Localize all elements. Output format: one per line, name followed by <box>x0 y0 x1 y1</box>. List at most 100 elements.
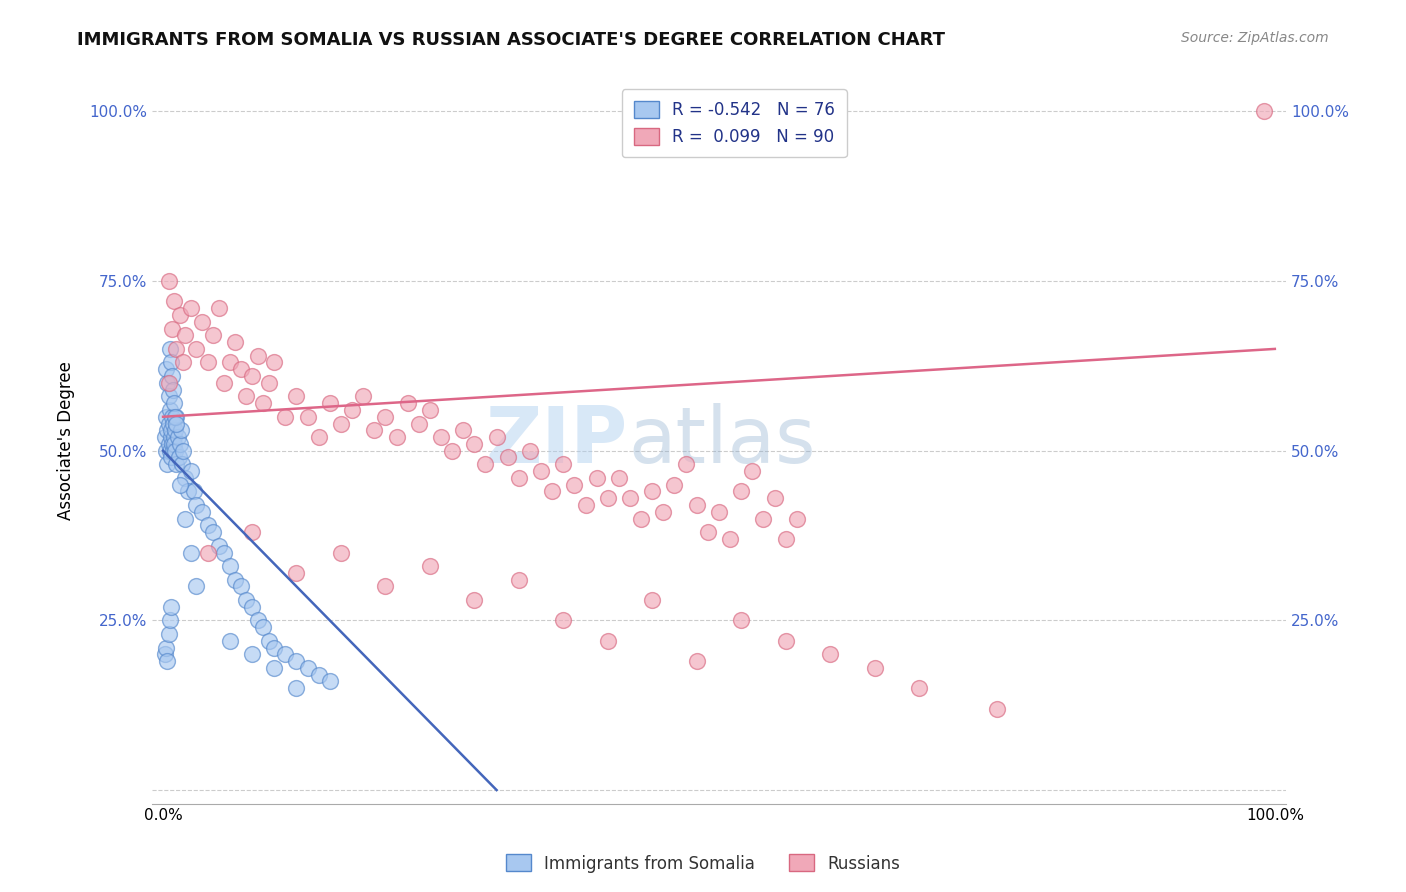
Point <box>707 505 730 519</box>
Point <box>208 301 231 316</box>
Point <box>235 593 257 607</box>
Point <box>197 518 219 533</box>
Point <box>319 674 342 689</box>
Point <box>155 648 177 662</box>
Point <box>908 681 931 696</box>
Point <box>229 362 252 376</box>
Point <box>686 498 709 512</box>
Point <box>155 430 177 444</box>
Point <box>157 437 180 451</box>
Point <box>165 457 187 471</box>
Point <box>155 362 177 376</box>
Point <box>508 573 530 587</box>
Point <box>607 471 630 485</box>
Point <box>240 369 263 384</box>
Point <box>218 633 240 648</box>
Point <box>553 457 575 471</box>
Point <box>165 443 187 458</box>
Point <box>285 654 308 668</box>
Point <box>155 443 177 458</box>
Point <box>564 477 586 491</box>
Point <box>596 633 619 648</box>
Point <box>170 423 193 437</box>
Point <box>329 417 352 431</box>
Point <box>165 409 187 424</box>
Point <box>159 443 181 458</box>
Point <box>163 437 186 451</box>
Point <box>274 648 297 662</box>
Point <box>224 335 246 350</box>
Point <box>156 423 179 437</box>
Point <box>165 409 187 424</box>
Text: ZIP: ZIP <box>486 402 628 478</box>
Point <box>208 539 231 553</box>
Point <box>159 403 181 417</box>
Point <box>285 389 308 403</box>
Point <box>451 423 474 437</box>
Point <box>191 505 214 519</box>
Point <box>574 498 596 512</box>
Point <box>212 376 235 390</box>
Point <box>419 403 441 417</box>
Point <box>160 321 183 335</box>
Point <box>160 430 183 444</box>
Point <box>619 491 641 506</box>
Point <box>385 430 408 444</box>
Point <box>986 701 1008 715</box>
Point <box>641 593 664 607</box>
Point <box>160 355 183 369</box>
Point <box>1253 104 1275 119</box>
Legend: Immigrants from Somalia, Russians: Immigrants from Somalia, Russians <box>499 847 907 880</box>
Point <box>257 633 280 648</box>
Point <box>530 464 553 478</box>
Point <box>474 457 496 471</box>
Point <box>285 681 308 696</box>
Point <box>229 579 252 593</box>
Point <box>297 409 319 424</box>
Point <box>176 484 198 499</box>
Point <box>180 464 202 478</box>
Point <box>553 613 575 627</box>
Point <box>157 376 180 390</box>
Point <box>686 654 709 668</box>
Point <box>155 640 177 655</box>
Point <box>174 511 197 525</box>
Point <box>159 342 181 356</box>
Text: IMMIGRANTS FROM SOMALIA VS RUSSIAN ASSOCIATE'S DEGREE CORRELATION CHART: IMMIGRANTS FROM SOMALIA VS RUSSIAN ASSOC… <box>77 31 945 49</box>
Point <box>675 457 697 471</box>
Point <box>585 471 607 485</box>
Point <box>157 417 180 431</box>
Point <box>157 627 180 641</box>
Point <box>174 471 197 485</box>
Point <box>374 409 396 424</box>
Point <box>212 545 235 559</box>
Point <box>263 661 285 675</box>
Point <box>160 369 183 384</box>
Point <box>419 559 441 574</box>
Point <box>156 654 179 668</box>
Point <box>163 396 186 410</box>
Point <box>340 403 363 417</box>
Point <box>319 396 342 410</box>
Point <box>441 443 464 458</box>
Point <box>183 484 205 499</box>
Point <box>167 450 190 465</box>
Point <box>508 471 530 485</box>
Point <box>274 409 297 424</box>
Text: atlas: atlas <box>628 402 815 478</box>
Point <box>160 423 183 437</box>
Point <box>741 464 763 478</box>
Point <box>463 593 485 607</box>
Point <box>191 315 214 329</box>
Point <box>197 545 219 559</box>
Point <box>172 443 194 458</box>
Point <box>159 613 181 627</box>
Point <box>157 274 180 288</box>
Point <box>596 491 619 506</box>
Point <box>641 484 664 499</box>
Point <box>263 640 285 655</box>
Point <box>718 532 741 546</box>
Point <box>252 396 274 410</box>
Point <box>218 559 240 574</box>
Point <box>157 389 180 403</box>
